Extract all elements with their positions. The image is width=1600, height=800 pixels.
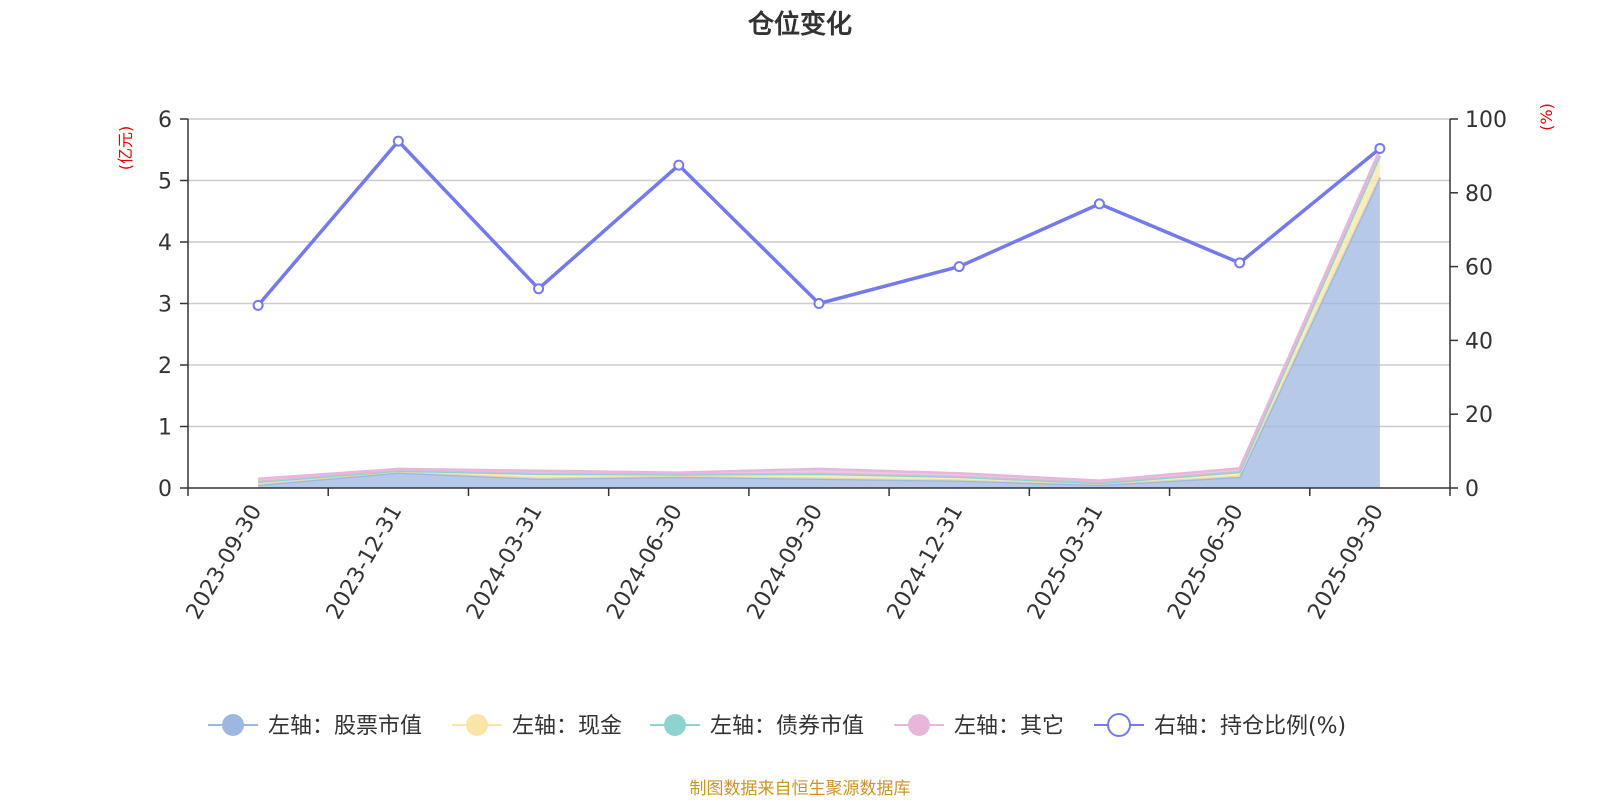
ratio-point[interactable] xyxy=(252,299,264,311)
left-axis-tick-label: 1 xyxy=(158,416,172,441)
left-axis-tick-label: 3 xyxy=(158,293,172,318)
legend-item[interactable]: 左轴：现金 xyxy=(452,714,622,739)
ratio-point[interactable] xyxy=(1374,143,1386,155)
legend-label: 左轴：股票市值 xyxy=(268,714,422,739)
right-axis-tick-label: 20 xyxy=(1465,403,1493,428)
area-fill xyxy=(258,155,1380,485)
ratio-point[interactable] xyxy=(813,298,825,309)
left-axis-tick-label: 4 xyxy=(158,231,172,256)
legend-circle-icon xyxy=(466,714,488,736)
ratio-point[interactable] xyxy=(953,261,965,273)
right-axis-tick-label: 0 xyxy=(1465,477,1479,502)
left-axis-tick-label: 0 xyxy=(158,477,172,502)
area-fill xyxy=(258,177,1380,489)
legend-item[interactable]: 左轴：股票市值 xyxy=(208,714,422,739)
area-fill xyxy=(258,149,1380,484)
legend-item[interactable]: 右轴：持仓比例(%) xyxy=(1094,713,1346,739)
x-axis-tick-label: 2023-09-30 xyxy=(182,501,268,624)
left-axis-tick-label: 5 xyxy=(158,170,172,195)
area-fill xyxy=(258,155,1380,484)
right-axis-tick-label: 80 xyxy=(1465,182,1493,207)
ratio-point[interactable] xyxy=(1234,257,1246,269)
legend-label: 左轴：其它 xyxy=(954,714,1064,739)
data-source-note: 制图数据来自恒生聚源数据库 xyxy=(690,779,911,799)
legend-label: 右轴：持仓比例(%) xyxy=(1154,714,1346,739)
legend-circle-icon xyxy=(664,714,686,736)
ratio-line-path xyxy=(256,138,1381,307)
area-top-line xyxy=(258,149,1382,482)
right-axis-tick-label: 40 xyxy=(1465,329,1493,354)
right-axis-unit: (%) xyxy=(1537,103,1556,131)
left-axis-tick-label: 2 xyxy=(158,354,172,379)
right-axis-tick-label: 100 xyxy=(1465,108,1507,133)
legend-circle-icon xyxy=(908,714,930,736)
x-axis-tick-label: 2024-03-31 xyxy=(462,501,548,624)
legend-circle-icon xyxy=(1107,713,1131,737)
left-axis-tick-label: 6 xyxy=(158,108,172,133)
ratio-point[interactable] xyxy=(673,159,685,171)
legend-circle-icon xyxy=(222,714,244,736)
legend-label: 左轴：债券市值 xyxy=(710,714,864,739)
area-top-line xyxy=(258,155,1382,485)
x-axis-tick-label: 2025-09-30 xyxy=(1303,501,1389,624)
position-ratio-line xyxy=(252,135,1386,311)
x-axis-tick-label: 2024-12-31 xyxy=(883,501,969,624)
legend: 左轴：股票市值 左轴：现金 左轴：债券市值 左轴：其它 右轴：持仓比例(%) xyxy=(208,713,1346,739)
ratio-point[interactable] xyxy=(392,135,404,147)
x-axis-tick-label: 2025-06-30 xyxy=(1163,501,1249,624)
ratio-point[interactable] xyxy=(1093,198,1105,210)
right-axis-tick-label: 60 xyxy=(1465,256,1493,281)
legend-label: 左轴：现金 xyxy=(512,714,622,739)
chart-title: 仓位变化 xyxy=(747,9,852,40)
left-axis-unit: (亿元) xyxy=(116,126,135,171)
x-axis-tick-label: 2024-06-30 xyxy=(602,501,688,624)
legend-item[interactable]: 左轴：其它 xyxy=(894,714,1064,739)
area-top-line xyxy=(258,155,1382,485)
stacked-areas xyxy=(258,149,1382,489)
ratio-point[interactable] xyxy=(533,283,545,295)
x-axis-tick-label: 2024-09-30 xyxy=(743,501,829,624)
x-axis-tick-label: 2023-12-31 xyxy=(322,501,408,624)
legend-item[interactable]: 左轴：债券市值 xyxy=(650,714,864,739)
x-axis-tick-label: 2025-03-31 xyxy=(1023,501,1109,624)
area-top-line xyxy=(258,176,1382,487)
